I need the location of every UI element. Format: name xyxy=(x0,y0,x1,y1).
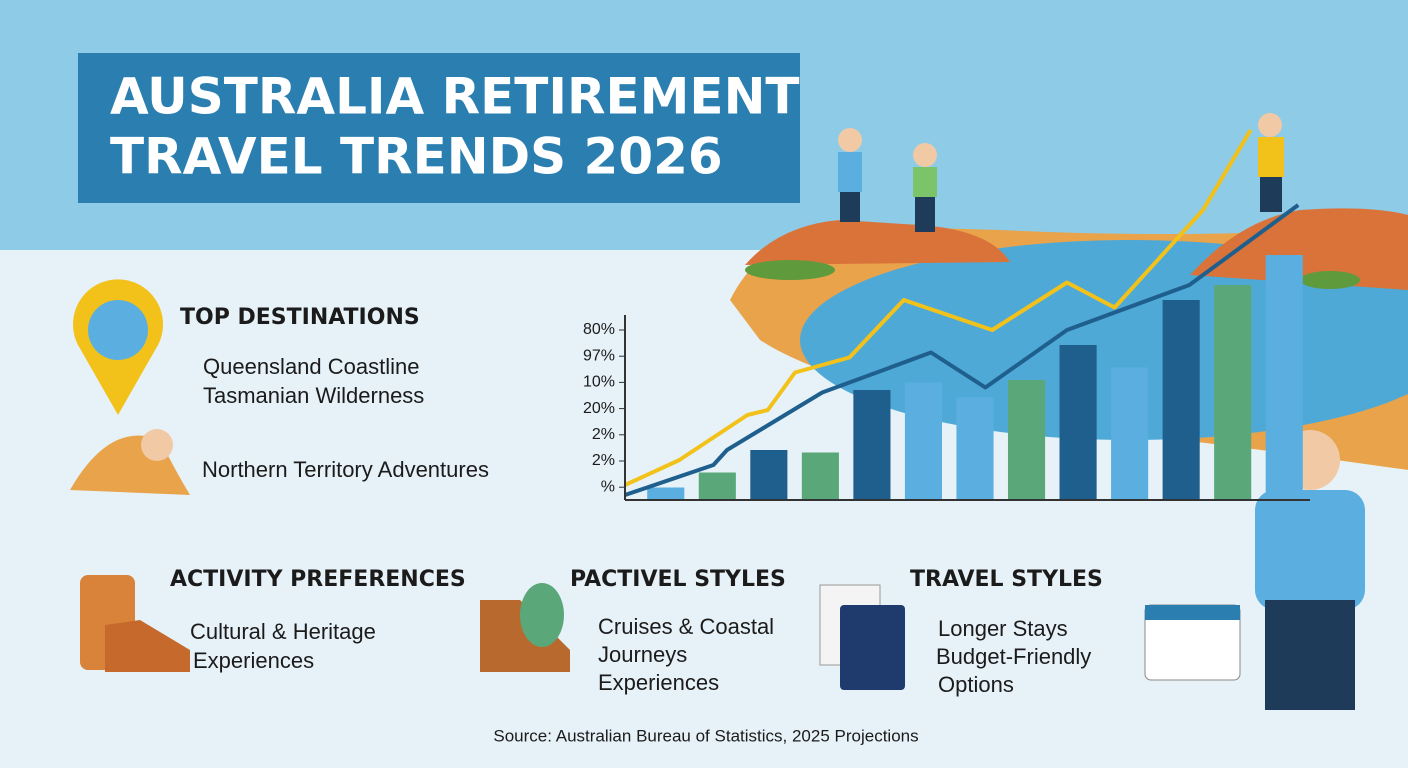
section-heading: PACTIVEL STYLES xyxy=(570,567,786,592)
section-heading: TRAVEL STYLES xyxy=(910,567,1103,592)
rock xyxy=(1190,208,1408,290)
section-item: Cruises & Coastal xyxy=(598,614,774,639)
passport-icon xyxy=(840,605,905,690)
y-axis-label: 80% xyxy=(583,321,615,338)
bush xyxy=(745,260,835,280)
person-icon xyxy=(141,429,173,461)
chart: 80% 97% 10% 20% 2% 2%% xyxy=(583,128,1310,501)
section-item: Tasmanian Wilderness xyxy=(203,383,424,408)
section-item: Northern Territory Adventures xyxy=(202,457,489,482)
bar xyxy=(853,390,891,500)
title-box xyxy=(78,53,800,203)
section-item: Experiences xyxy=(193,648,314,673)
section-item: Journeys xyxy=(598,642,687,667)
bar xyxy=(647,487,685,500)
y-axis-label: % xyxy=(601,478,615,495)
bar xyxy=(1007,380,1046,500)
rock xyxy=(745,220,1010,265)
section-item: Budget-Friendly xyxy=(936,644,1091,669)
section-item: Longer Stays xyxy=(938,616,1068,641)
y-axis-label: 10% xyxy=(583,374,615,391)
bush xyxy=(1300,271,1360,289)
section-item: Options xyxy=(938,672,1014,697)
bar xyxy=(956,397,994,500)
section-heading: TOP DESTINATIONS xyxy=(180,305,420,330)
section-item: Queensland Coastline xyxy=(203,354,419,379)
section-item: Experiences xyxy=(598,670,719,695)
bar xyxy=(1214,285,1252,500)
water xyxy=(800,240,1408,440)
pin-icon xyxy=(88,300,148,360)
bar xyxy=(1265,255,1303,500)
hiker xyxy=(1258,113,1284,212)
bar xyxy=(1111,367,1149,500)
y-axis-label: 20% xyxy=(583,400,615,417)
trend-line xyxy=(624,128,1253,487)
bar xyxy=(904,382,943,500)
title-line: AUSTRALIA RETIREMENT xyxy=(110,68,800,126)
source: Source: Australian Bureau of Statistics,… xyxy=(493,726,918,745)
hiker xyxy=(913,143,937,232)
y-axis-label: 2% xyxy=(592,452,615,469)
y-axis-label: 2% xyxy=(592,426,615,443)
leaf-icon xyxy=(520,583,564,647)
bar xyxy=(1162,300,1200,500)
calendar-icon xyxy=(1145,605,1240,620)
section-item: Cultural & Heritage xyxy=(190,619,376,644)
bar xyxy=(801,452,839,500)
section-heading: ACTIVITY PREFERENCES xyxy=(170,567,466,592)
hiker xyxy=(838,128,862,222)
y-axis-label: 97% xyxy=(583,347,615,364)
title-line: TRAVEL TRENDS 2026 xyxy=(110,128,723,186)
trend-line xyxy=(624,203,1300,497)
boot-icon xyxy=(480,600,570,672)
boot-icon xyxy=(105,620,190,672)
bar xyxy=(698,472,736,500)
bar xyxy=(1059,345,1097,500)
bar xyxy=(750,450,788,500)
